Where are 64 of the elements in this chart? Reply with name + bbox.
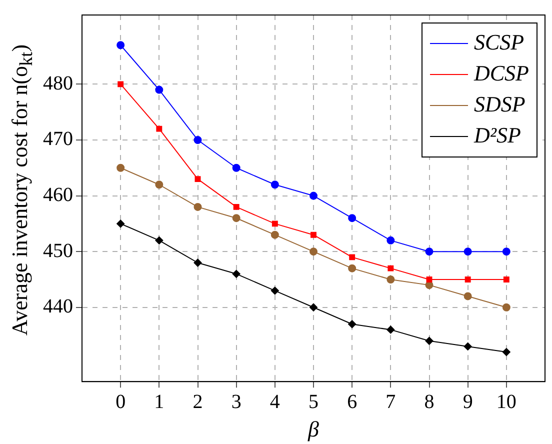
point — [464, 342, 472, 350]
point — [503, 276, 510, 282]
point — [348, 320, 356, 328]
x-axis-title: β — [307, 416, 320, 442]
point — [425, 248, 434, 256]
point — [232, 164, 240, 172]
point — [349, 254, 356, 260]
point — [233, 204, 240, 210]
point — [310, 248, 318, 256]
point — [116, 41, 125, 50]
point — [194, 136, 202, 144]
x-tick-label: 2 — [192, 390, 203, 413]
point — [386, 236, 395, 244]
x-tick-label: 5 — [308, 390, 318, 413]
point — [425, 336, 434, 345]
point — [386, 275, 395, 284]
x-tick-label: 6 — [347, 390, 358, 413]
point — [464, 276, 471, 282]
point — [272, 220, 278, 227]
point — [156, 126, 162, 132]
point — [502, 348, 510, 356]
point — [502, 303, 510, 312]
x-tick-label: 7 — [386, 390, 396, 413]
point — [194, 202, 202, 211]
point — [388, 265, 394, 272]
y-tick-label: 470 — [43, 128, 73, 150]
point — [155, 86, 164, 94]
point — [194, 176, 201, 182]
point — [426, 276, 432, 282]
point — [270, 180, 279, 189]
point — [310, 303, 318, 312]
point — [232, 270, 240, 278]
y-tick-label: 460 — [43, 184, 73, 206]
point — [386, 326, 395, 334]
point — [348, 264, 356, 272]
point — [155, 236, 164, 244]
point — [155, 180, 164, 189]
point — [116, 164, 125, 172]
legend-label: DCSP — [473, 60, 529, 86]
y-tick-label: 480 — [43, 72, 73, 94]
point — [310, 232, 316, 238]
x-tick-label: 1 — [154, 390, 164, 413]
legend-label: D²SP — [473, 122, 521, 148]
point — [118, 81, 124, 88]
y-tick-label: 450 — [43, 240, 73, 262]
x-tick-label: 8 — [424, 390, 434, 413]
x-tick-label: 4 — [270, 390, 280, 413]
point — [310, 192, 318, 200]
point — [116, 220, 125, 228]
x-tick-label: 10 — [496, 390, 516, 413]
point — [464, 292, 472, 300]
point — [194, 258, 202, 267]
point — [502, 248, 510, 256]
point — [270, 286, 279, 295]
legend-label: SCSP — [474, 29, 524, 54]
legend-label: SDSP — [474, 91, 526, 116]
x-tick-label: 3 — [231, 390, 242, 413]
point — [232, 214, 240, 222]
point — [270, 230, 279, 239]
x-tick-label: 9 — [462, 390, 473, 413]
x-tick-label: 0 — [116, 390, 126, 413]
y-tick-label: 440 — [43, 296, 73, 318]
point — [464, 248, 472, 256]
point — [348, 214, 356, 222]
